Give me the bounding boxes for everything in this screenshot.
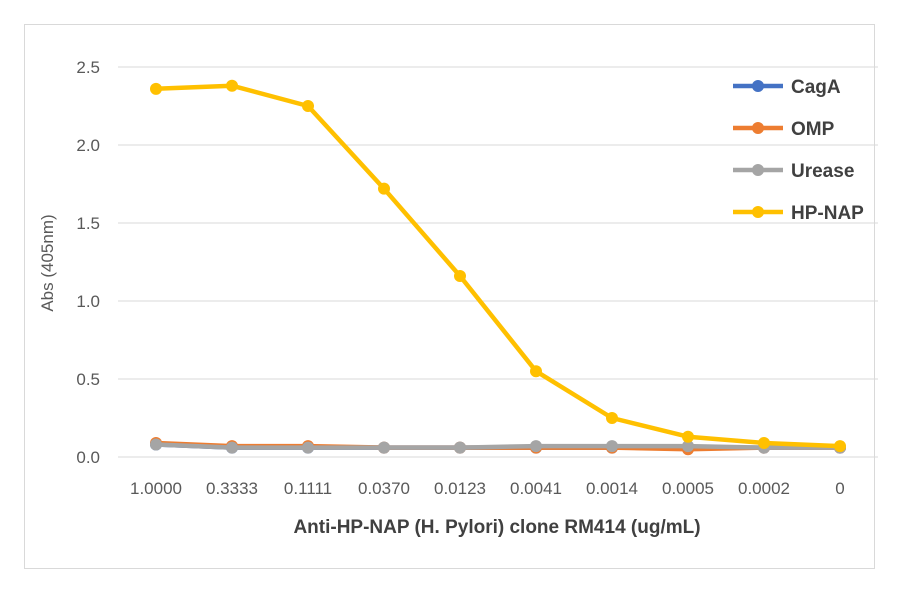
series-hp-nap — [150, 79, 846, 453]
data-point — [226, 79, 238, 92]
x-tick-label: 0.0002 — [738, 479, 790, 498]
data-point — [378, 182, 390, 195]
data-point — [606, 440, 618, 453]
x-tick-label: 0.3333 — [206, 479, 258, 498]
x-tick-label: 0.0005 — [662, 479, 714, 498]
legend-swatch-marker — [752, 164, 764, 176]
y-axis-title: Abs (405nm) — [38, 214, 57, 311]
x-tick-label: 0.0014 — [586, 479, 638, 498]
y-tick-label: 0.5 — [76, 370, 100, 389]
data-point — [530, 365, 542, 378]
legend-swatch-marker — [752, 206, 764, 218]
x-tick-label: 0.1111 — [284, 479, 332, 498]
chart-frame — [24, 24, 875, 569]
data-point — [150, 82, 162, 95]
legend-swatch-marker — [752, 80, 764, 92]
legend-item: HP-NAP — [733, 203, 864, 224]
y-axis-ticks: 0.0 0.5 1.0 1.5 2.0 2.5 — [76, 58, 100, 467]
series-layer — [150, 79, 846, 456]
legend-label: OMP — [791, 119, 835, 140]
y-tick-label: 2.0 — [76, 136, 100, 155]
data-point — [150, 438, 162, 451]
legend-item: OMP — [733, 119, 835, 140]
data-point — [682, 440, 694, 453]
legend-item: Urease — [733, 161, 854, 182]
x-tick-label: 1.0000 — [130, 479, 182, 498]
legend-label: HP-NAP — [791, 203, 864, 224]
x-tick-label: 0.0041 — [510, 479, 562, 498]
x-tick-label: 0 — [835, 479, 844, 498]
legend-label: CagA — [791, 77, 841, 98]
data-point — [682, 430, 694, 443]
data-point — [226, 441, 238, 454]
data-point — [454, 441, 466, 454]
y-tick-label: 1.5 — [76, 214, 100, 233]
legend-label: Urease — [791, 161, 854, 182]
data-point — [378, 441, 390, 454]
data-point — [302, 100, 314, 112]
data-point — [530, 440, 542, 453]
data-point — [758, 436, 770, 449]
y-tick-label: 1.0 — [76, 292, 100, 311]
x-tick-label: 0.0370 — [358, 479, 410, 498]
legend-item: CagA — [733, 77, 841, 98]
y-tick-label: 2.5 — [76, 58, 100, 77]
series-line — [153, 83, 843, 449]
data-point — [834, 440, 846, 453]
x-axis-ticks: 1.0000 0.3333 0.1111 0.0370 0.0123 0.0041 0.00… — [130, 479, 845, 498]
gridlines — [118, 66, 878, 458]
data-point — [302, 441, 314, 454]
data-point — [454, 270, 466, 283]
series-line — [153, 442, 843, 450]
x-axis-title: Anti-HP-NAP (H. Pylori) clone RM414 (ug/… — [293, 517, 700, 538]
y-tick-label: 0.0 — [76, 448, 100, 467]
legend: CagA OMP Urease HP-NAP — [733, 77, 864, 224]
data-point — [606, 412, 618, 424]
x-tick-label: 0.0123 — [434, 479, 486, 498]
legend-swatch-marker — [752, 122, 764, 134]
